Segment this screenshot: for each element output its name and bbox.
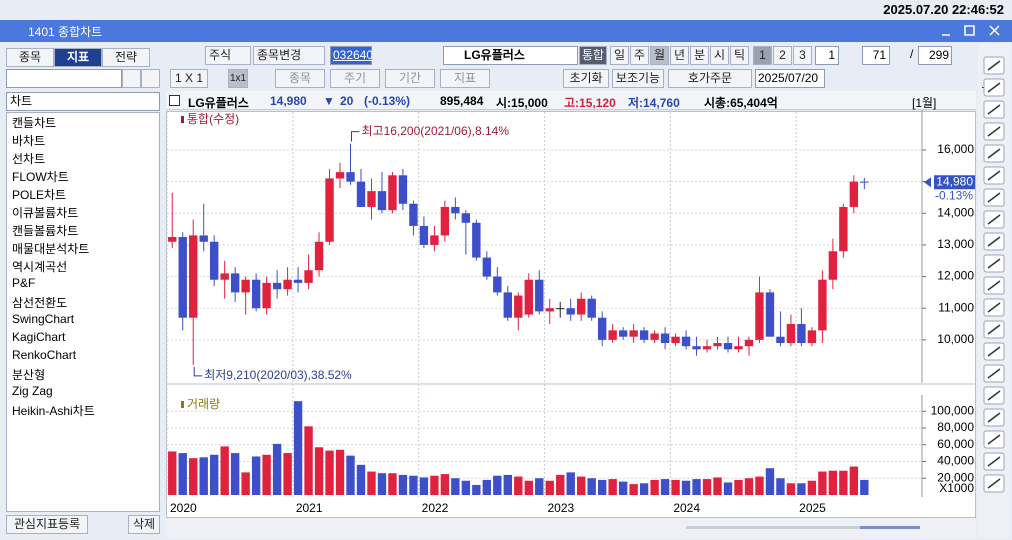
clear-button[interactable]: [122, 69, 141, 88]
name-box: LG유플러스: [443, 46, 578, 65]
list-item[interactable]: FLOW차트: [12, 170, 69, 184]
right-toolbar: [978, 44, 1010, 538]
tab[interactable]: 전략: [102, 48, 150, 67]
list-item[interactable]: 매물대분석차트: [12, 242, 90, 256]
market-select[interactable]: 주식: [205, 46, 251, 65]
period-button[interactable]: 시: [710, 46, 729, 65]
title-bar: 1401 종합차트: [0, 20, 1012, 42]
list-item[interactable]: 역시계곡선: [12, 260, 68, 274]
dropdown-button[interactable]: [141, 69, 160, 88]
list-item[interactable]: 바차트: [12, 134, 46, 148]
change-arrow: ▼: [323, 94, 335, 108]
market-cap: 시총:65,404억: [704, 96, 778, 110]
open: 시:15,000: [496, 96, 548, 110]
zoom-slider[interactable]: [860, 526, 920, 529]
checkbox[interactable]: [169, 95, 180, 106]
filter-button[interactable]: 주기: [330, 69, 380, 88]
split-button[interactable]: 1 X 1: [170, 69, 208, 88]
list-item[interactable]: 선차트: [12, 152, 46, 166]
button[interactable]: 호가주문: [668, 69, 752, 88]
list-item[interactable]: 삼선전환도: [12, 296, 68, 310]
tool-label: TOOL: [982, 87, 1002, 94]
list-item[interactable]: 캔들볼륨차트: [12, 224, 79, 238]
button[interactable]: 삭제: [128, 515, 160, 534]
filter-button[interactable]: 기간: [385, 69, 435, 88]
stock-name: LG유플러스: [188, 96, 249, 110]
window-title: 1401 종합차트: [28, 25, 103, 39]
list-item[interactable]: Heikin-Ashi차트: [12, 404, 95, 418]
tab[interactable]: 종목: [6, 48, 54, 67]
period-button[interactable]: 월: [650, 46, 669, 65]
high: 고:15,120: [564, 96, 616, 110]
combined-button[interactable]: 통합: [579, 46, 607, 65]
change-pct: (-0.13%): [364, 94, 411, 108]
list-item[interactable]: RenkoChart: [12, 348, 77, 362]
tab[interactable]: 지표: [54, 48, 102, 67]
info-bar: LG유플러스 14,980 ▼ 20 (-0.13%) 895,484 시:15…: [166, 91, 976, 110]
list-item[interactable]: POLE차트: [12, 188, 67, 202]
list-item[interactable]: 이큐볼륨차트: [12, 206, 79, 220]
period-button[interactable]: 주: [630, 46, 649, 65]
window-controls[interactable]: [940, 24, 1008, 38]
multiplier-input[interactable]: 1: [815, 46, 839, 65]
period-button[interactable]: 분: [690, 46, 709, 65]
list-item[interactable]: Zig Zag: [12, 384, 53, 398]
layout-button[interactable]: 3: [793, 46, 812, 65]
split-small-button[interactable]: 1x1: [228, 69, 248, 88]
chart-type-dropdown[interactable]: 차트: [6, 92, 160, 111]
layout-button[interactable]: 1: [753, 46, 772, 65]
button[interactable]: 보조기능: [612, 69, 664, 88]
price: 14,980: [270, 94, 307, 108]
change-select[interactable]: 종목변경: [253, 46, 325, 65]
search-input[interactable]: [6, 69, 122, 88]
list-item[interactable]: KagiChart: [12, 330, 66, 344]
scroll-strip: [166, 518, 976, 538]
button[interactable]: 초기화: [563, 69, 609, 88]
low: 저:14,760: [628, 96, 680, 110]
period-button[interactable]: 년: [670, 46, 689, 65]
list-item[interactable]: 캔들차트: [12, 116, 57, 130]
layout-button[interactable]: 2: [773, 46, 792, 65]
scrollbar[interactable]: [686, 526, 916, 529]
date-input[interactable]: 2025/07/20: [755, 69, 825, 88]
change: 20: [340, 94, 354, 108]
chart-list: [6, 112, 160, 512]
period: [1월]: [912, 96, 937, 110]
volume: 895,484: [440, 94, 484, 108]
period-button[interactable]: 틱: [730, 46, 749, 65]
period-button[interactable]: 일: [610, 46, 629, 65]
code-input[interactable]: 032640: [330, 46, 373, 65]
filter-button[interactable]: 종목: [275, 69, 325, 88]
list-item[interactable]: 분산형: [12, 368, 46, 382]
chart-area: [166, 111, 976, 518]
total-input[interactable]: 299: [918, 46, 952, 65]
separator: /: [910, 47, 914, 61]
button[interactable]: 관심지표등록: [6, 515, 88, 534]
visible-input[interactable]: 71: [862, 46, 890, 65]
list-item[interactable]: P&F: [12, 276, 36, 290]
clock: 2025.07.20 22:46:52: [883, 2, 1004, 17]
list-item[interactable]: SwingChart: [12, 312, 75, 326]
filter-button[interactable]: 지표: [440, 69, 490, 88]
